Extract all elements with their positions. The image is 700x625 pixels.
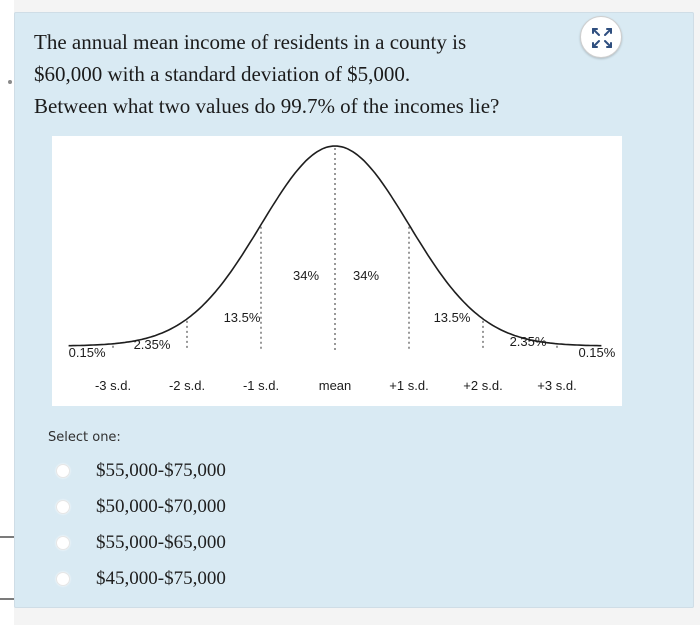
question-line-1: The annual mean income of residents in a… xyxy=(34,30,467,54)
normal-curve xyxy=(68,145,602,347)
question-line-3: Between what two values do 99.7% of the … xyxy=(34,94,500,118)
region-percent-label: 2.35% xyxy=(134,337,171,352)
radio-button[interactable] xyxy=(56,572,70,586)
radio-button[interactable] xyxy=(56,500,70,514)
x-tick-label: -1 s.d. xyxy=(243,378,279,393)
normal-distribution-chart: 0.15% 2.35% 13.5% 34% 34% 13.5% 2.35% 0.15% -3 s… xyxy=(52,136,622,406)
expand-arrows-icon xyxy=(592,28,612,48)
answer-option-4[interactable]: $45,000-$75,000 xyxy=(56,564,226,594)
expand-button[interactable] xyxy=(580,16,622,58)
region-percent-label: 13.5% xyxy=(434,310,471,325)
region-percent-label: 2.35% xyxy=(510,334,547,349)
region-percent-label: 0.15% xyxy=(69,345,106,360)
bullet-dot xyxy=(8,80,12,84)
answer-option-3[interactable]: $55,000-$65,000 xyxy=(56,528,226,558)
answer-text: $55,000-$75,000 xyxy=(96,460,226,481)
left-margin xyxy=(0,0,24,625)
x-tick-label: mean xyxy=(319,378,352,393)
answer-text: $50,000-$70,000 xyxy=(96,496,226,517)
question-line-2: $60,000 with a standard deviation of $5,… xyxy=(34,62,411,86)
question-text: The annual mean income of residents in a… xyxy=(34,26,594,122)
chart-svg: 0.15% 2.35% 13.5% 34% 34% 13.5% 2.35% 0.15% -3 s… xyxy=(68,145,616,393)
x-tick-label: -3 s.d. xyxy=(95,378,131,393)
answer-option-1[interactable]: $55,000-$75,000 xyxy=(56,456,226,486)
region-percent-label: 0.15% xyxy=(578,345,615,360)
radio-button[interactable] xyxy=(56,464,70,478)
answer-text: $45,000-$75,000 xyxy=(96,568,226,589)
x-tick-label: +3 s.d. xyxy=(537,378,576,393)
region-percent-label: 34% xyxy=(353,268,379,283)
x-tick-label: +1 s.d. xyxy=(389,378,428,393)
x-tick-label: -2 s.d. xyxy=(169,378,205,393)
answer-text: $55,000-$65,000 xyxy=(96,532,226,553)
radio-button[interactable] xyxy=(56,536,70,550)
select-one-label: Select one: xyxy=(48,430,121,445)
x-tick-label: +2 s.d. xyxy=(463,378,502,393)
region-percent-label: 34% xyxy=(293,268,319,283)
region-percent-label: 13.5% xyxy=(224,310,261,325)
answer-option-2[interactable]: $50,000-$70,000 xyxy=(56,492,226,522)
